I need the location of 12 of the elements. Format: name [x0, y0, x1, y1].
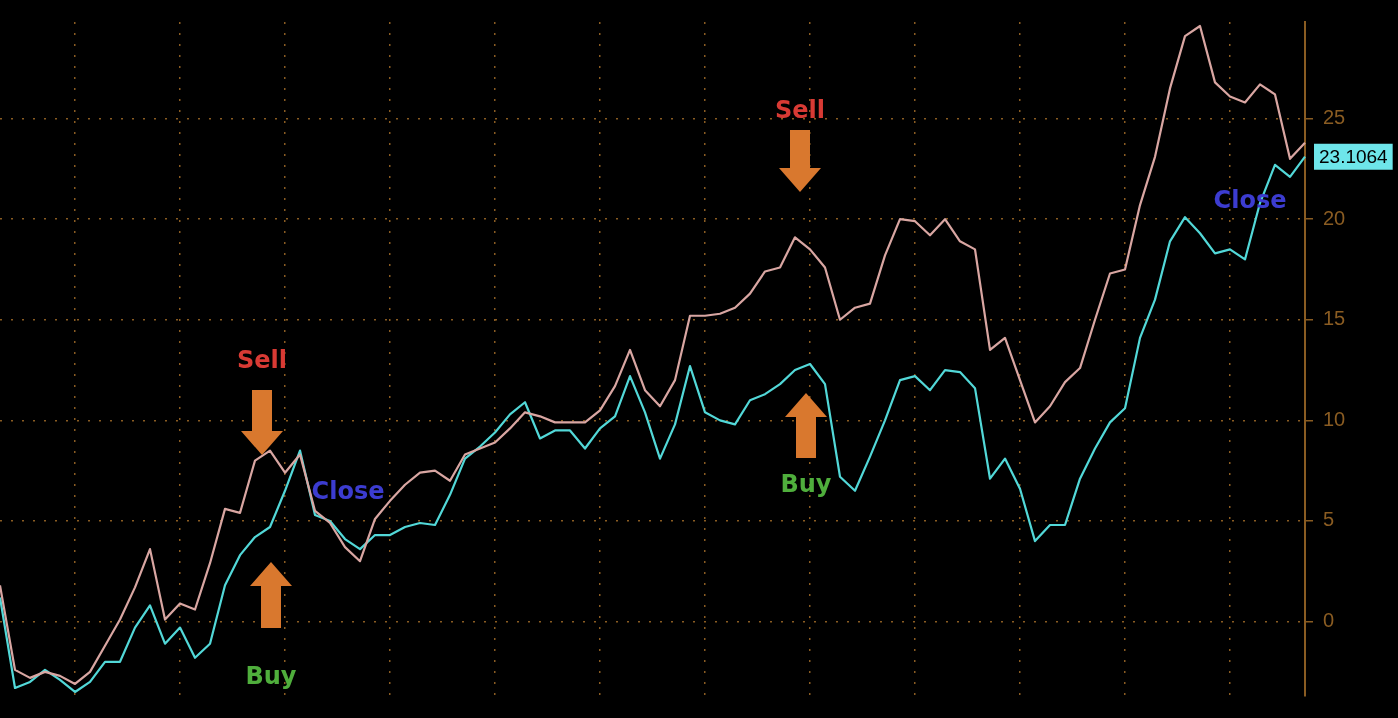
annotation: Buy [245, 662, 297, 691]
annotation: Close [311, 477, 385, 506]
y-tick-label: 10 [1323, 407, 1346, 430]
annotation: Buy [780, 470, 832, 499]
annotation: Sell [774, 96, 826, 125]
y-tick-label: 5 [1323, 508, 1335, 531]
y-tick-label: 25 [1323, 106, 1346, 129]
annotation: Sell [236, 346, 288, 375]
text: 23.1064 [1319, 145, 1389, 167]
y-tick-label: 20 [1323, 206, 1346, 229]
y-tick-label: 0 [1323, 609, 1335, 632]
y-tick-label: 15 [1323, 307, 1346, 330]
